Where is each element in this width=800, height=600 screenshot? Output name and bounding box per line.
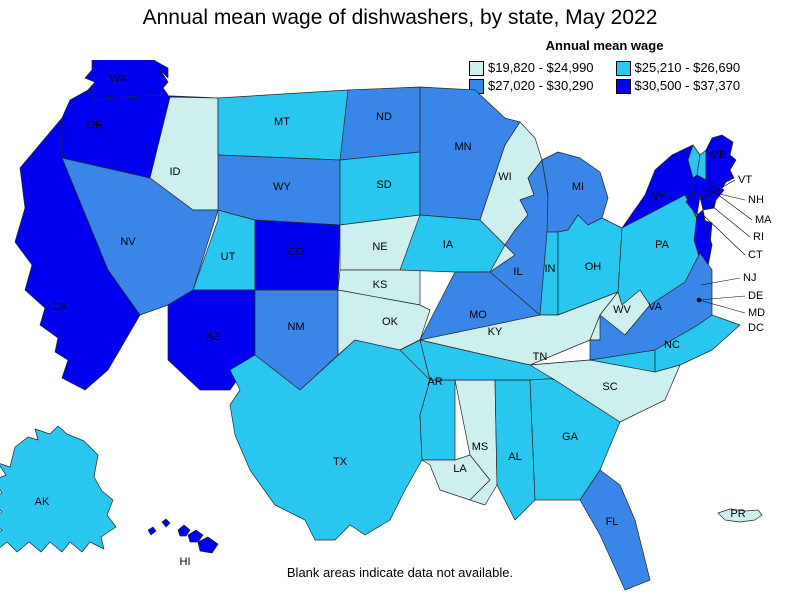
svg-text:NH: NH <box>748 194 764 206</box>
svg-text:GA: GA <box>562 431 579 443</box>
svg-text:NE: NE <box>372 241 387 253</box>
svg-text:PR: PR <box>730 508 745 520</box>
svg-text:MS: MS <box>472 441 489 453</box>
svg-text:AR: AR <box>427 376 442 388</box>
svg-text:OR: OR <box>87 119 104 131</box>
svg-text:ID: ID <box>170 166 181 178</box>
svg-text:NM: NM <box>287 321 304 333</box>
svg-text:OH: OH <box>585 261 602 273</box>
svg-text:AZ: AZ <box>206 331 220 343</box>
svg-text:WY: WY <box>273 181 291 193</box>
svg-text:IN: IN <box>545 263 556 275</box>
svg-text:OK: OK <box>382 316 399 328</box>
svg-text:WI: WI <box>498 171 511 183</box>
svg-text:TX: TX <box>333 456 348 468</box>
svg-text:IL: IL <box>513 266 522 278</box>
svg-text:LA: LA <box>453 463 467 475</box>
svg-text:AL: AL <box>508 451 521 463</box>
svg-text:UT: UT <box>221 251 236 263</box>
svg-text:CT: CT <box>748 249 763 261</box>
svg-text:SD: SD <box>376 179 391 191</box>
svg-text:TN: TN <box>533 351 548 363</box>
svg-text:VT: VT <box>738 174 752 186</box>
svg-text:DE: DE <box>748 290 763 302</box>
svg-text:AK: AK <box>35 496 50 508</box>
svg-text:MO: MO <box>469 309 487 321</box>
svg-text:CO: CO <box>288 246 305 258</box>
svg-text:WV: WV <box>613 304 631 316</box>
svg-text:KS: KS <box>373 279 388 291</box>
svg-text:ND: ND <box>376 111 392 123</box>
svg-text:MT: MT <box>274 116 290 128</box>
svg-text:MI: MI <box>572 181 584 193</box>
svg-text:MA: MA <box>755 214 772 226</box>
svg-text:VA: VA <box>648 301 663 313</box>
svg-text:DC: DC <box>748 322 764 334</box>
svg-text:ME: ME <box>710 149 727 161</box>
svg-text:CA: CA <box>52 301 68 313</box>
svg-text:WA: WA <box>109 73 127 85</box>
svg-text:NV: NV <box>120 236 136 248</box>
svg-text:NY: NY <box>650 191 666 203</box>
svg-text:PA: PA <box>655 239 670 251</box>
svg-text:NC: NC <box>664 339 680 351</box>
svg-text:MN: MN <box>454 141 471 153</box>
svg-text:FL: FL <box>606 516 619 528</box>
svg-text:SC: SC <box>602 381 617 393</box>
svg-text:NJ: NJ <box>743 272 756 284</box>
svg-text:RI: RI <box>753 231 764 243</box>
svg-text:MD: MD <box>748 307 765 319</box>
svg-text:KY: KY <box>488 326 503 338</box>
svg-text:IA: IA <box>443 239 454 251</box>
